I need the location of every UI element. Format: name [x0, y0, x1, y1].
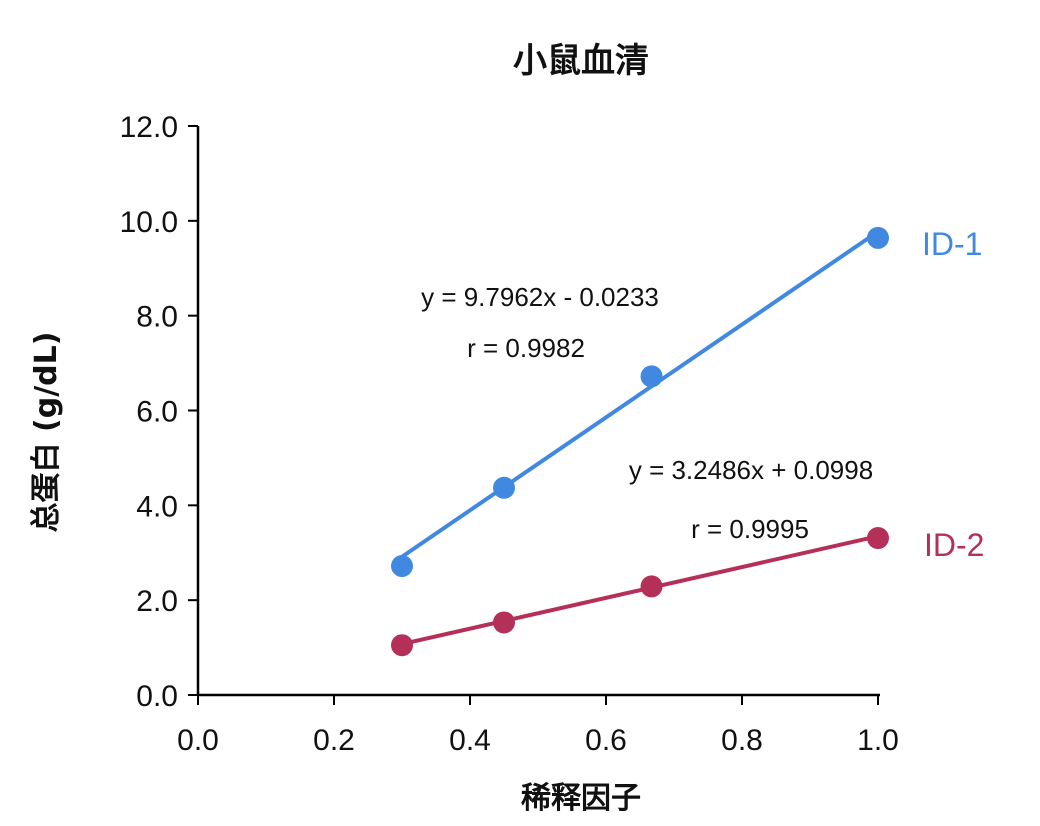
- data-point-id-2: [493, 611, 515, 634]
- y-tick-label: 12.0: [120, 111, 178, 144]
- r-value-id-1: r = 0.9982: [467, 333, 585, 363]
- x-tick-label: 0.6: [585, 724, 627, 757]
- x-tick-label: 0.4: [449, 724, 491, 757]
- series-label-id-2: ID-2: [924, 527, 984, 563]
- series-label-id-1: ID-1: [922, 226, 982, 262]
- y-axis-label: 总蛋白 (g/dL): [29, 332, 64, 533]
- y-tick-label: 6.0: [136, 396, 178, 429]
- y-tick-label: 0.0: [136, 680, 178, 713]
- data-point-id-1: [493, 476, 515, 499]
- trendline-id-2: [401, 534, 879, 647]
- trendline-id-1: [400, 229, 880, 559]
- series-id-2: [391, 527, 889, 657]
- x-tick-label: 0.0: [177, 724, 219, 757]
- x-tick-label: 0.8: [721, 724, 763, 757]
- y-tick-label: 8.0: [136, 301, 178, 334]
- data-point-id-2: [640, 575, 663, 598]
- series-id-1: [391, 226, 889, 578]
- y-tick-label: 4.0: [136, 490, 178, 523]
- data-point-id-1: [391, 555, 413, 578]
- x-tick-label: 0.2: [313, 724, 355, 757]
- y-tick-label: 10.0: [120, 206, 178, 239]
- x-axis-label: 稀释因子: [521, 781, 641, 816]
- data-point-id-1: [867, 226, 889, 249]
- x-tick-label: 1.0: [857, 724, 899, 757]
- ticks: 0.0 0.2 0.4 0.6 0.8 1.0 0.0 2.0 4.0 6.0 8.0 10.0 12.…: [120, 111, 899, 757]
- chart-title: 小鼠血清: [513, 41, 649, 81]
- data-point-id-2: [391, 634, 413, 657]
- data-point-id-2: [867, 527, 889, 550]
- y-tick-label: 2.0: [136, 585, 178, 618]
- equation-id-2: y = 3.2486x + 0.0998: [629, 455, 873, 485]
- series-layer: [391, 226, 889, 657]
- data-point-id-1: [640, 365, 663, 388]
- r-value-id-2: r = 0.9995: [691, 514, 809, 544]
- equation-id-1: y = 9.7962x - 0.0233: [421, 282, 659, 312]
